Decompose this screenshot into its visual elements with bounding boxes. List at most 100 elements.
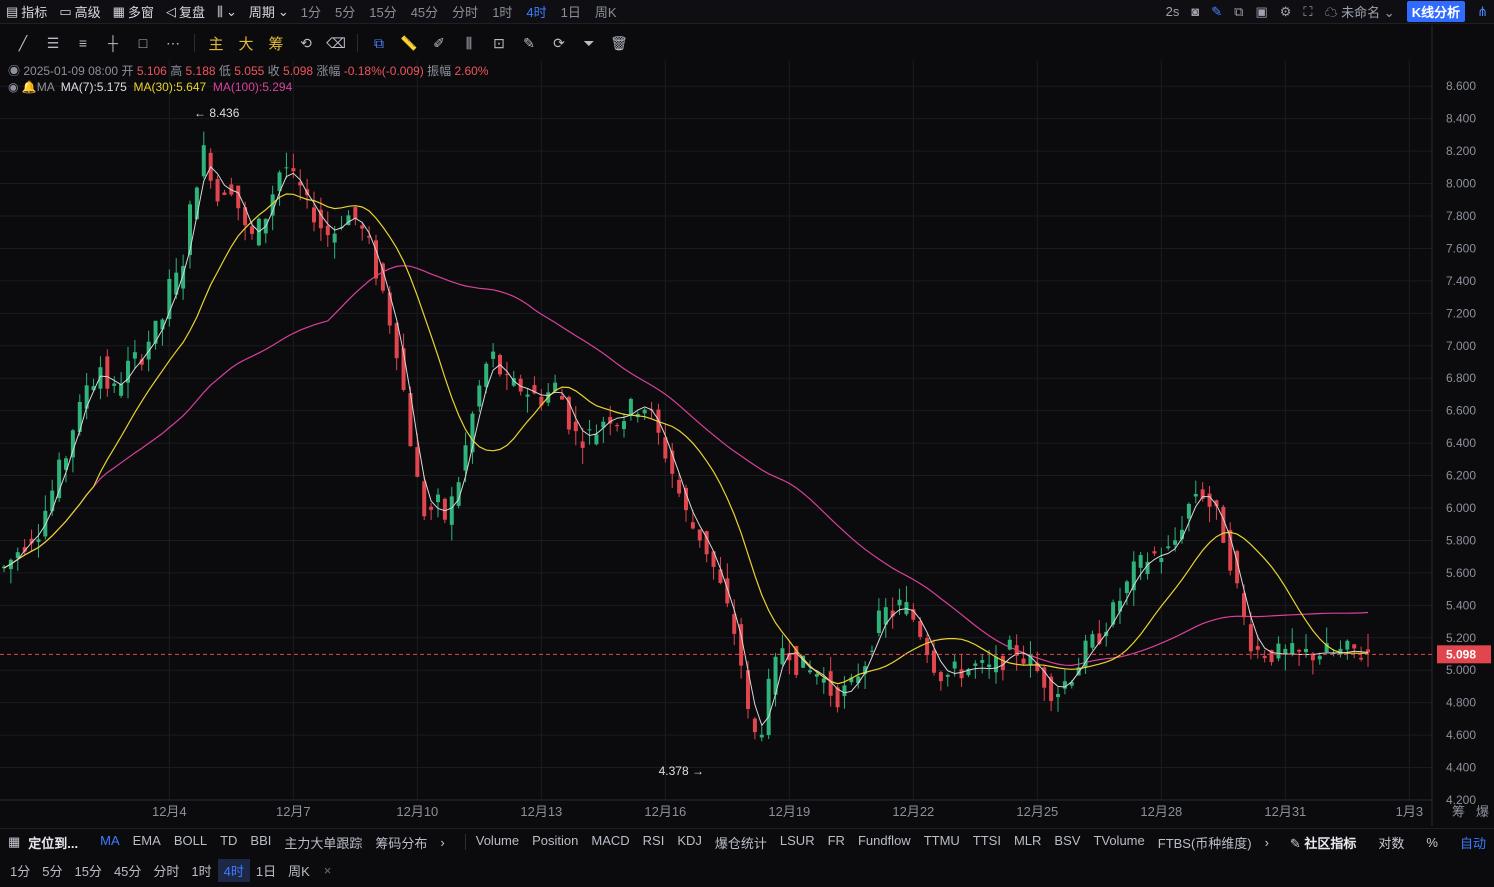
line-tool-icon[interactable]: ╱ [18,34,28,51]
chevron-right-icon[interactable]: › [440,834,445,850]
locate-button[interactable]: 定位到... [28,835,79,851]
period-7[interactable]: 1日 [560,5,581,20]
share-icon[interactable]: ⋔ [1477,3,1488,19]
sub-indicator-0[interactable]: Volume [475,832,520,848]
brush-icon[interactable]: ✐ [433,34,445,51]
bottom-period-6[interactable]: 4时 [217,858,250,882]
big-order-button[interactable]: 大 [238,35,254,53]
bottom-period-1[interactable]: 5分 [42,863,63,879]
main-indicator-4[interactable]: BBI [250,832,272,848]
bottom-period-3[interactable]: 45分 [113,863,142,879]
candle-type-button[interactable]: ⫼ ⌄ [217,4,237,20]
top-bar: ▤ 指标 ▭ 高级 ▦ 多窗 ◁ 复盘 ⫼ ⌄ 周期 ⌄ 1分 5分 15分 45分 分时 1时 4时 1… [0,0,1494,24]
main-force-button[interactable]: 主 [208,35,224,53]
sub-indicator-14[interactable]: FTBS(币种维度) [1157,835,1252,851]
sub-indicator-1[interactable]: Position [532,832,579,848]
community-indicators[interactable]: ✎ 社区指标 [1290,833,1357,852]
eye-icon[interactable]: ◉ [8,80,19,94]
price-tick-label: 5.200 [1446,631,1476,645]
save-icon[interactable]: ▣ [1255,3,1268,19]
period-0[interactable]: 1分 [300,5,321,20]
kline-analysis-button[interactable]: K线分析 [1406,1,1466,22]
period-2[interactable]: 15分 [369,5,397,20]
main-indicator-3[interactable]: TD [220,832,238,848]
main-indicator-5[interactable]: 主力大单跟踪 [284,835,363,851]
locate-icon[interactable]: ▦ [8,834,21,849]
bottom-period-0[interactable]: 1分 [10,863,31,879]
cross-tool-icon[interactable]: ┼ [108,35,118,51]
filter-icon[interactable]: ⏷ [583,34,595,51]
pen-icon[interactable]: ✎ [1211,3,1223,19]
main-indicator-0[interactable]: MA [100,832,120,848]
period-dropdown[interactable]: 周期 ⌄ [249,2,289,21]
layout-dropdown[interactable]: ☁ 未命名 ⌄ [1324,5,1395,20]
open-label: 开 [121,64,134,78]
candle-body [1076,667,1081,676]
refresh-interval[interactable]: 2s [1165,4,1180,19]
sub-indicator-9[interactable]: TTMU [923,832,960,848]
main-indicator-6[interactable]: 筹码分布 [375,835,428,851]
candle-body [394,323,399,359]
chips-button[interactable]: 筹 [268,35,284,53]
candle-body [1200,489,1205,499]
candle-body [752,718,757,733]
sub-indicator-2[interactable]: MACD [591,832,630,848]
eye-icon[interactable]: ◉ [8,64,21,78]
percent-scale-button[interactable]: % [1426,834,1438,850]
sub-indicator-10[interactable]: TTSI [972,832,1001,848]
candles-icon[interactable]: ⫼ [465,34,473,51]
period-1[interactable]: 5分 [335,5,356,20]
chevron-right-icon[interactable]: › [1264,834,1269,850]
log-scale-button[interactable]: 对数 [1378,835,1405,851]
period-6[interactable]: 4时 [526,5,547,20]
edit-icon[interactable]: ✎ [523,34,535,51]
sub-indicator-7[interactable]: FR [827,832,845,848]
candle-body [1193,493,1198,497]
period-4[interactable]: 分时 [452,5,479,20]
period-3[interactable]: 45分 [410,5,439,20]
indicators-button[interactable]: ▤ 指标 [6,2,47,21]
sub-indicator-13[interactable]: TVolume [1093,832,1145,848]
gear-icon[interactable]: ⚙ [1279,3,1292,19]
main-indicator-2[interactable]: BOLL [173,832,208,848]
bottom-period-7[interactable]: 1日 [255,863,277,879]
advanced-button[interactable]: ▭ 高级 [59,2,100,21]
sub-indicator-6[interactable]: LSUR [779,832,815,848]
amp-value: 2.60% [454,64,489,78]
sub-indicator-12[interactable]: BSV [1054,832,1081,848]
window-icon[interactable]: ⧉ [1234,3,1244,19]
hline-tool-icon[interactable]: ☰ [46,34,60,51]
auto-scale-button[interactable]: 自动 [1459,835,1486,851]
lock-icon[interactable]: ⊡ [493,34,505,51]
sub-indicator-3[interactable]: RSI [642,832,665,848]
period-5[interactable]: 1时 [492,5,513,20]
fullscreen-icon[interactable]: ⛶ [1303,3,1313,19]
period-8[interactable]: 周K [594,5,617,20]
trash-icon[interactable]: 🗑 [610,34,628,51]
copy-icon[interactable]: ⧉ [374,34,384,51]
bottom-period-4[interactable]: 分时 [153,863,180,879]
bottom-period-5[interactable]: 1时 [191,863,212,879]
rect-tool-icon[interactable]: □ [138,35,148,51]
compare-icon[interactable]: ⟲ [300,34,312,51]
close-icon[interactable]: × [323,862,332,878]
main-indicator-1[interactable]: EMA [132,832,161,848]
sub-indicator-4[interactable]: KDJ [677,832,702,848]
bottom-period-8[interactable]: 周K [288,863,310,879]
sub-indicator-5[interactable]: 爆仓统计 [714,835,767,851]
more-tools-icon[interactable]: ⋯ [166,34,180,51]
ruler-icon[interactable]: 📏 [400,34,418,51]
bottom-period-2[interactable]: 15分 [74,863,102,879]
candle-body [236,185,241,209]
multi-window-button[interactable]: ▦ 多窗 [113,2,154,21]
sub-indicator-8[interactable]: Fundflow [857,832,911,848]
magnet-icon[interactable]: ⟳ [553,34,565,51]
camera-icon[interactable]: ◙ [1191,4,1200,19]
candle-body [160,319,165,330]
replay-button[interactable]: ◁ 复盘 [166,2,205,21]
sub-indicator-11[interactable]: MLR [1013,832,1042,848]
eraser-icon[interactable]: ⌫ [326,34,346,51]
bell-icon[interactable]: 🔔 [21,80,37,94]
parallel-tool-icon[interactable]: ≡ [78,35,88,51]
